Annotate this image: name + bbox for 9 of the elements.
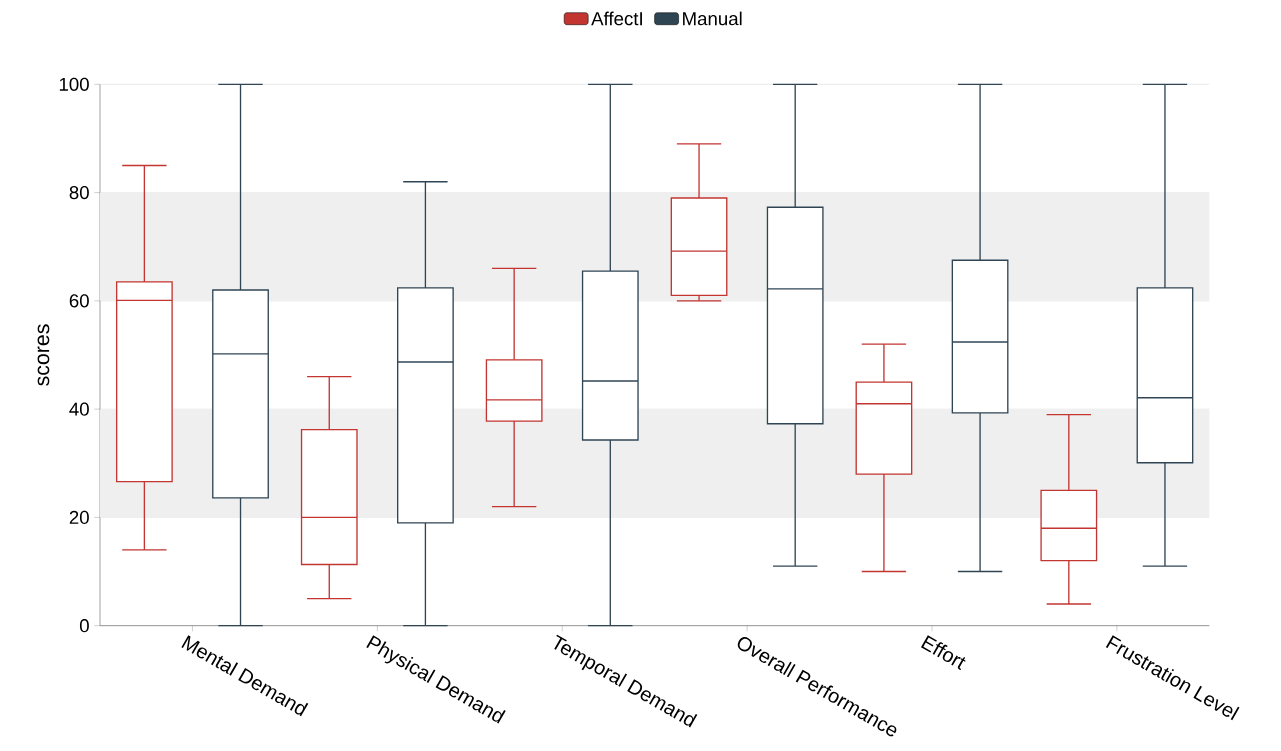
y-tick-label: 80 bbox=[69, 185, 89, 200]
y-tick-label: 100 bbox=[59, 77, 89, 91]
y-tick-label: 60 bbox=[69, 294, 89, 308]
y-tick-label: 40 bbox=[69, 402, 89, 416]
legend-label: AffectI bbox=[591, 11, 642, 26]
y-tick-label: 0 bbox=[79, 619, 89, 633]
y-tick-label: 20 bbox=[69, 510, 89, 525]
legend-label: Manual bbox=[683, 11, 742, 26]
y-axis-title: scores bbox=[37, 324, 50, 386]
